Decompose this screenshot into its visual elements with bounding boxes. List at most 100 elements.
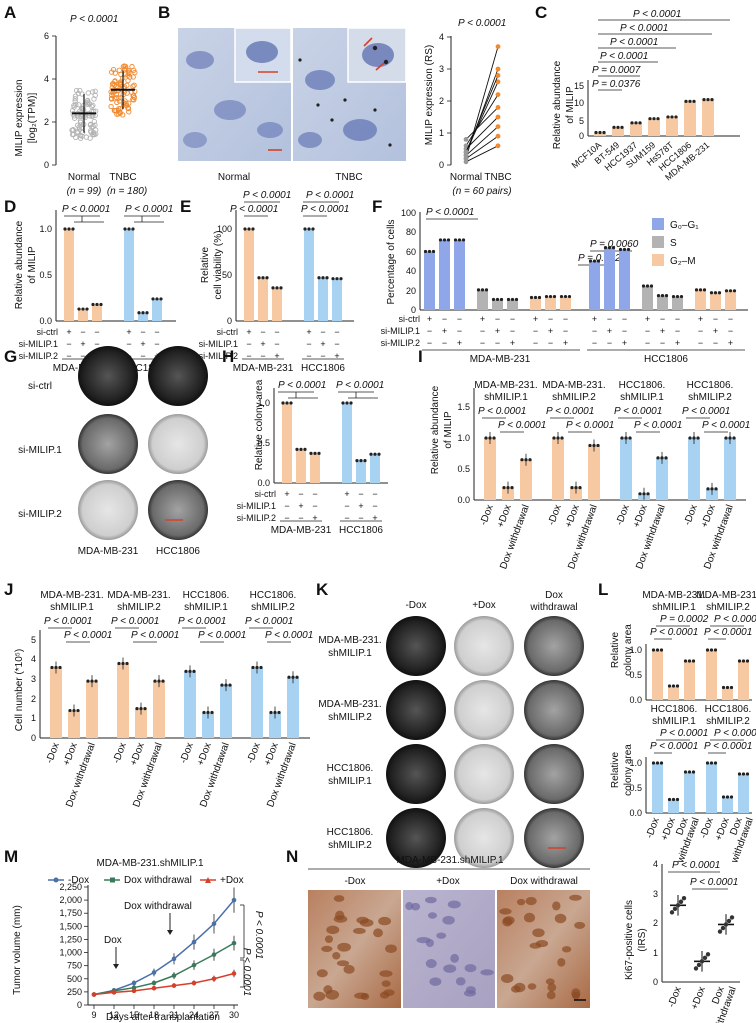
data-point [116, 106, 122, 112]
condition-sign: − [260, 351, 265, 361]
replicate-dot [277, 710, 281, 715]
panel-d: D Relative abundance of MILIP P < 0.0001… [4, 197, 176, 374]
condition-sign: − [728, 314, 733, 324]
replicate-dot [161, 679, 165, 683]
image-label: TNBC [335, 172, 362, 183]
data-point [123, 65, 129, 72]
nucleus [561, 946, 572, 953]
group-title: MDA-MB-231. [696, 590, 756, 601]
panel-g: G si-ctrl si-MILIP.1 si-MILIP.2 MDA-MB-2… [4, 346, 208, 557]
y-tick: 2 [653, 918, 658, 928]
replicate-dot [325, 276, 329, 280]
panel-label: D [4, 197, 16, 216]
panel-f: F Percentage of cells 0 20 40 60 80 100 … [372, 197, 748, 365]
y-axis-ticks: 0 1 2 3 4 [653, 859, 658, 987]
series-line [93, 899, 235, 996]
replicate-dot [117, 661, 121, 666]
condition-name: si-ctrl [255, 489, 277, 499]
replicate-dot [675, 797, 680, 802]
replicate-dot [228, 683, 232, 687]
nucleus [552, 901, 561, 911]
replicate-dot [77, 307, 81, 311]
x-tick: -Dox [44, 741, 62, 765]
bar [657, 295, 668, 310]
replicate-dot [626, 247, 631, 252]
condition-sign: − [457, 314, 462, 324]
x-tick: +Dox [262, 741, 280, 767]
replicate-dot [651, 648, 656, 652]
condition-sign: + [698, 314, 703, 324]
x-tick: +Dox [631, 503, 649, 529]
bar [668, 686, 679, 700]
image-label: Normal [218, 172, 250, 183]
legend: -Dox Dox withdrawal +Dox [48, 875, 244, 886]
bar [477, 289, 488, 310]
condition-name: si-MILIP.2 [237, 513, 276, 523]
replicate-dot [251, 665, 255, 670]
data-point [171, 956, 177, 962]
replicate-dot [275, 286, 279, 290]
bar [652, 763, 663, 813]
condition-sign: − [563, 326, 568, 336]
replicate-dot [251, 227, 255, 231]
y-tick: 100 [217, 224, 232, 234]
y-axis-label-unit: colony area [623, 624, 634, 676]
y-tick: 3 [653, 889, 658, 899]
replicate-dot [679, 294, 684, 299]
condition-sign: + [246, 327, 251, 337]
tnbc-point [495, 124, 501, 129]
group-label: Normal [68, 172, 100, 183]
x-tick: 9 [91, 1010, 96, 1020]
condition-sign: − [140, 327, 145, 337]
panel-j: J Cell number (*10⁵) MDA-MB-231.shMILIP.… [4, 580, 313, 809]
condition-sign: − [344, 513, 349, 523]
replicate-dot [514, 297, 519, 302]
group-title: shMILIP.2 [706, 602, 750, 613]
colony-dish [454, 680, 514, 740]
bar [724, 438, 736, 500]
condition-sign: − [533, 338, 538, 348]
y-tick: 2 [44, 117, 49, 127]
y-tick: 1 [439, 128, 444, 138]
replicate-dot [303, 227, 307, 231]
bar [604, 247, 615, 310]
condition-sign: + [728, 338, 733, 348]
y-tick: 1.0 [457, 433, 470, 443]
condition-sign: − [372, 489, 377, 499]
cell-line-label: MDA-MB-231 [470, 354, 531, 365]
y-axis-ticks: 0 20 40 60 80 100 [401, 208, 416, 315]
replicate-dot [99, 302, 103, 307]
nucleus [336, 960, 350, 967]
p-value: P < 0.0001 [131, 630, 179, 641]
group-title: shMILIP.2 [706, 716, 750, 727]
group-title: shMILIP.2 [117, 602, 161, 613]
data-point [108, 103, 114, 110]
nucleus [554, 913, 567, 924]
condition-sign: + [622, 338, 627, 348]
replicate-dot [692, 99, 696, 103]
data-point [231, 940, 237, 946]
x-tick-labels: MCF10A BT-549 HCC1937 SUM159 Hs578T HCC1… [570, 140, 712, 183]
condition-sign: − [358, 513, 363, 523]
p-value: P < 0.0001 [70, 14, 118, 25]
y-tick: 0.5 [629, 783, 642, 793]
data-point [91, 992, 97, 997]
replicate-dot [705, 761, 710, 765]
condition-sign: − [607, 314, 612, 324]
y-tick: 3 [31, 674, 36, 684]
replicate-dot [709, 761, 714, 765]
bar [424, 251, 435, 310]
condition-sign: + [126, 327, 131, 337]
row-labels: MDA-MB-231. shMILIP.1 MDA-MB-231. shMILIP.2… [318, 635, 381, 851]
nucleus [516, 898, 526, 906]
condition-sign: − [320, 351, 325, 361]
nucleus [450, 953, 460, 963]
x-tick: +Dox [495, 503, 513, 529]
replicate-dot [446, 238, 451, 242]
x-tick: 12 [109, 1010, 119, 1020]
replicate-dot [687, 770, 692, 774]
replicate-dot [560, 436, 564, 440]
condition-sign: + [284, 489, 289, 499]
x-tick: -Dox [546, 503, 564, 527]
